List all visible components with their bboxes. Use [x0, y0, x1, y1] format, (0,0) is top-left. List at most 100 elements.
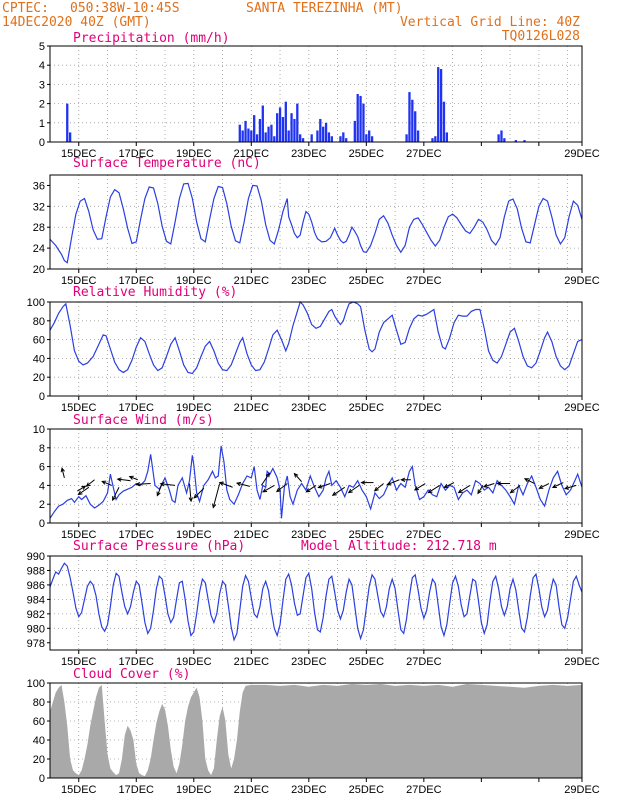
wind-arrow: [86, 479, 95, 487]
wind-title: Surface Wind (m/s): [73, 413, 214, 428]
rh-ytick: 20: [33, 372, 45, 384]
wind-arrow: [524, 478, 535, 484]
wind-arrow-head: [265, 472, 270, 478]
pressure-xtick-label: 17DEC: [119, 656, 155, 668]
wind-arrow-head: [156, 491, 161, 497]
precip-bar: [299, 134, 302, 142]
precip-bar: [241, 130, 244, 142]
wind-arrow-head: [496, 481, 502, 486]
precip-bar: [359, 95, 362, 142]
wind-xtick-label: 17DEC: [119, 529, 155, 541]
cloud-xtick-label: 27DEC: [406, 784, 442, 796]
precip-bar: [296, 103, 299, 142]
cloud-xtick-label: 29DEC: [564, 784, 600, 796]
wind-arrow: [318, 483, 331, 488]
wind-arrow: [564, 484, 577, 490]
wind-arrow-head: [218, 481, 224, 486]
precip-xtick-label: 23DEC: [291, 148, 327, 160]
rh-title: Relative Humidity (%): [73, 285, 237, 300]
wind-arrow: [102, 480, 113, 486]
wind-arrow: [539, 483, 550, 489]
pressure-annotation: Model Altitude: 212.718 m: [301, 539, 497, 554]
precip-bar: [414, 111, 417, 142]
precip-bar: [284, 101, 287, 142]
header: CPTEC: 050:38W-10:45S SANTA TEREZINHA (M…: [2, 1, 580, 44]
wind-arrow: [552, 482, 564, 488]
precip-ytick: 4: [39, 60, 45, 72]
wind-arrow: [188, 483, 192, 502]
temp-xtick-label: 21DEC: [234, 275, 270, 287]
temp-xtick-label: 29DEC: [564, 275, 600, 287]
wind-arrow: [306, 484, 317, 493]
pressure-line: [49, 562, 583, 642]
temp-title: Surface Temperature (nC): [73, 156, 261, 171]
precip-bar: [353, 120, 356, 142]
precip-ytick: 1: [39, 118, 45, 130]
wind-arrow: [374, 483, 384, 492]
cloud-xtick-label: 17DEC: [119, 784, 155, 796]
precip-bar: [301, 138, 305, 142]
wind-arrow: [260, 473, 270, 486]
pressure-ytick: 978: [27, 638, 45, 650]
precip-bar: [281, 117, 285, 142]
precip-bar: [437, 67, 440, 142]
precip-bar: [250, 130, 253, 142]
rh-ytick: 60: [33, 335, 45, 347]
cloud-ytick: 100: [27, 678, 45, 690]
wind-arrow-head: [101, 480, 107, 485]
wind-arrow: [129, 476, 138, 481]
wind-arrow: [112, 487, 120, 501]
precip-bar: [270, 124, 273, 142]
wind-arrow-head: [188, 497, 193, 503]
precip-bar: [405, 134, 408, 142]
wind-arrow-head: [400, 477, 406, 482]
wind-arrow: [510, 484, 521, 494]
rh-xtick-label: 27DEC: [406, 402, 442, 414]
wind-arrow-head: [427, 488, 433, 494]
wind-ytick: 6: [39, 462, 45, 474]
wind-arrow-head: [477, 489, 482, 495]
temp-xtick-label: 25DEC: [349, 275, 385, 287]
wind-ytick: 8: [39, 443, 45, 455]
wind-arrow: [444, 482, 455, 488]
rh-ytick: 40: [33, 353, 45, 365]
pressure-xtick-label: 23DEC: [291, 656, 327, 668]
wind-arrow: [61, 468, 65, 479]
precip-bar: [273, 136, 276, 142]
wind-arrow: [156, 483, 163, 496]
wind-arrow: [387, 479, 400, 486]
precip-bar: [330, 136, 333, 142]
precip-bar: [356, 94, 359, 142]
wind-arrow: [77, 485, 86, 492]
temp-xtick-label: 15DEC: [61, 275, 97, 287]
rh-xtick-label: 23DEC: [291, 402, 327, 414]
wind-arrow-head: [551, 483, 557, 488]
panels: Precipitation (mm/h) 0 1 2 3 4 5 15DEC 17DEC 19DE…: [27, 31, 600, 796]
precip-bar: [445, 132, 448, 142]
precip-xtick-label: 27DEC: [406, 148, 442, 160]
precip-bar: [261, 105, 264, 142]
wind-arrow: [78, 486, 90, 495]
precip-bar: [324, 122, 328, 142]
precip-frame: [49, 45, 583, 143]
header-date: 14DEC2020 40Z (GMT): [2, 15, 151, 30]
wind-arrow-head: [60, 467, 65, 473]
precip-bar: [411, 99, 414, 142]
wind-arrow-head: [563, 485, 570, 490]
wind-arrow: [458, 484, 471, 494]
wind-ytick: 0: [39, 518, 45, 530]
temp-xtick-label: 17DEC: [119, 275, 155, 287]
pressure-ytick: 980: [27, 623, 45, 635]
precip-bar: [258, 118, 262, 142]
wind-arrow-head: [386, 481, 392, 486]
precip-bar: [439, 69, 443, 142]
header-station: SANTA TEREZINHA (MT): [246, 1, 403, 16]
cloud-ytick: 20: [33, 754, 45, 766]
wind-frame: [49, 428, 583, 524]
wind-arrow-head: [509, 488, 515, 494]
wind-xtick-label: 23DEC: [291, 529, 327, 541]
wind-arrow-head: [77, 490, 83, 496]
precip-bar: [497, 134, 500, 142]
precip-ytick: 5: [39, 41, 45, 53]
wind-arrow-head: [443, 483, 449, 488]
